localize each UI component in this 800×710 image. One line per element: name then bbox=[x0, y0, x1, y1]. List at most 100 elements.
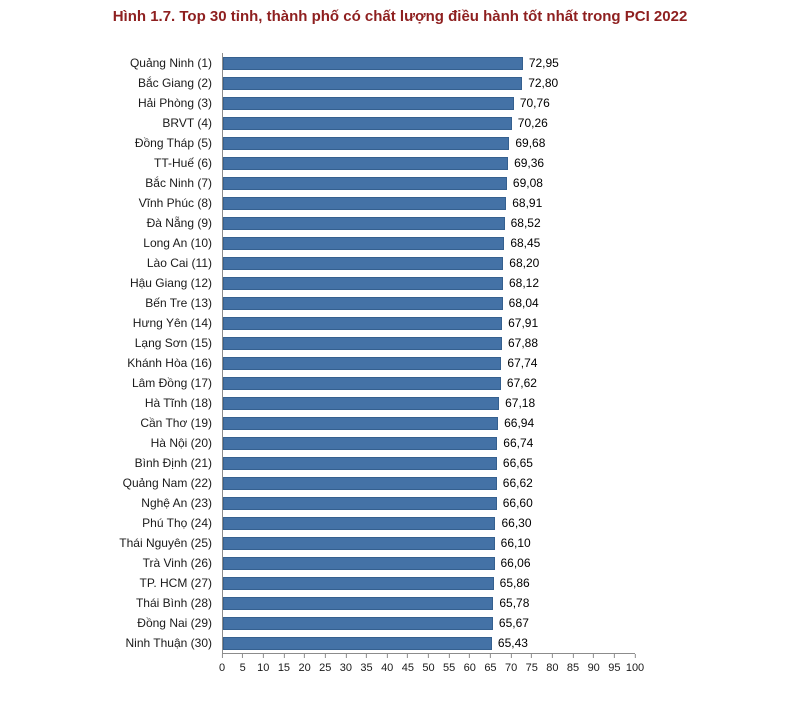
bar bbox=[223, 616, 493, 630]
value-label: 70,76 bbox=[519, 96, 550, 110]
bar bbox=[223, 476, 497, 490]
category-label: Hưng Yên (14) bbox=[132, 316, 212, 330]
value-label: 67,74 bbox=[507, 356, 538, 370]
x-axis-tick: 65 bbox=[484, 654, 497, 674]
tick-label: 40 bbox=[381, 662, 394, 674]
x-axis-tick: 55 bbox=[443, 654, 455, 674]
x-axis-tick: 50 bbox=[422, 654, 435, 674]
value-label: 68,20 bbox=[509, 256, 540, 270]
bar-row: Đồng Tháp (5) 69,68 bbox=[0, 133, 800, 153]
bar-row: Hậu Giang (12) 68,12 bbox=[0, 273, 800, 293]
x-axis-tick: 20 bbox=[298, 654, 311, 674]
bar bbox=[223, 416, 499, 430]
bar-track: 66,06 bbox=[222, 553, 634, 573]
bar-track: 68,45 bbox=[222, 233, 634, 253]
x-axis: 0 5 10 15 20 25 30 35 40 45 50 55 60 65 70 75 80 85 90 95 10… bbox=[218, 653, 644, 683]
tick-label: 0 bbox=[218, 662, 226, 674]
bar-row: Trà Vinh (26) 66,06 bbox=[0, 553, 800, 573]
bar bbox=[223, 456, 497, 470]
bar bbox=[223, 256, 504, 270]
category-label: Lào Cai (11) bbox=[146, 256, 212, 270]
tick-label: 25 bbox=[319, 662, 332, 674]
tick-mark bbox=[613, 654, 615, 658]
tick-label: 100 bbox=[625, 662, 645, 674]
bar-row: Thái Bình (28) 65,78 bbox=[0, 593, 800, 613]
bar bbox=[223, 396, 500, 410]
tick-label: 85 bbox=[566, 662, 580, 674]
category-label: BRVT (4) bbox=[162, 116, 212, 130]
value-label: 68,52 bbox=[510, 216, 541, 230]
category-label: Bắc Ninh (7) bbox=[145, 176, 212, 190]
tick-label: 50 bbox=[422, 662, 435, 674]
bar-row: Quảng Nam (22) 66,62 bbox=[0, 473, 800, 493]
x-axis-tick: 90 bbox=[588, 654, 600, 674]
value-label: 67,88 bbox=[507, 336, 539, 350]
category-label: Lạng Sơn (15) bbox=[134, 336, 212, 350]
value-label: 68,45 bbox=[510, 236, 541, 250]
bar bbox=[223, 296, 503, 310]
value-label: 67,62 bbox=[506, 376, 537, 390]
tick-mark bbox=[262, 654, 264, 658]
tick-mark bbox=[531, 654, 533, 658]
bar bbox=[223, 356, 502, 370]
bar bbox=[223, 216, 505, 230]
bar bbox=[223, 76, 523, 90]
x-axis-tick: 80 bbox=[546, 654, 559, 674]
bar bbox=[223, 156, 509, 170]
bar-row: Nghệ An (23) 66,60 bbox=[0, 493, 800, 513]
category-label: Bến Tre (13) bbox=[145, 296, 212, 310]
x-axis-tick: 25 bbox=[319, 654, 331, 674]
category-label: Quảng Ninh (1) bbox=[129, 56, 212, 70]
bar-row: Hà Nội (20) 66,74 bbox=[0, 433, 800, 453]
category-label: Cần Thơ (19) bbox=[140, 416, 212, 430]
category-label: Đồng Tháp (5) bbox=[134, 136, 212, 150]
bar-chart: Quảng Ninh (1) 72,95 Bắc Giang (2) 72,80 Hải… bbox=[0, 53, 800, 683]
tick-label: 75 bbox=[525, 662, 538, 674]
bar-row: Vĩnh Phúc (8) 68,91 bbox=[0, 193, 800, 213]
tick-label: 70 bbox=[504, 662, 518, 674]
bar bbox=[223, 496, 497, 510]
bar-track: 72,80 bbox=[222, 73, 634, 93]
bar bbox=[223, 556, 495, 570]
bar-track: 68,12 bbox=[222, 273, 634, 293]
x-axis-tick: 15 bbox=[278, 654, 290, 674]
value-label: 66,30 bbox=[501, 516, 532, 530]
bar bbox=[223, 236, 505, 250]
tick-mark bbox=[283, 654, 285, 658]
tick-mark bbox=[242, 654, 244, 658]
bar-row: Khánh Hòa (16) 67,74 bbox=[0, 353, 800, 373]
bar-track: 65,67 bbox=[222, 613, 634, 633]
category-label: Lâm Đồng (17) bbox=[131, 376, 212, 390]
category-label: Đà Nẵng (9) bbox=[146, 216, 212, 230]
category-label: TT-Huế (6) bbox=[153, 156, 212, 170]
value-label: 68,91 bbox=[512, 196, 543, 210]
bar-track: 67,18 bbox=[222, 393, 634, 413]
tick-mark bbox=[572, 654, 574, 658]
value-label: 66,94 bbox=[504, 416, 535, 430]
tick-label: 30 bbox=[339, 662, 353, 674]
x-axis-tick: 40 bbox=[381, 654, 393, 674]
bar-track: 68,04 bbox=[222, 293, 634, 313]
bar-row: Ninh Thuận (30) 65,43 bbox=[0, 633, 800, 653]
bar-row: Lào Cai (11) 68,20 bbox=[0, 253, 800, 273]
value-label: 66,10 bbox=[500, 536, 531, 550]
tick-mark bbox=[469, 654, 471, 658]
tick-label: 35 bbox=[360, 662, 373, 674]
bar-row: Bình Định (21) 66,65 bbox=[0, 453, 800, 473]
bar-row: Lạng Sơn (15) 67,88 bbox=[0, 333, 800, 353]
bar-track: 66,94 bbox=[222, 413, 634, 433]
bar bbox=[223, 376, 501, 390]
tick-mark bbox=[407, 654, 409, 658]
tick-label: 95 bbox=[608, 662, 621, 674]
bar-track: 67,74 bbox=[222, 353, 634, 373]
bar-track: 66,10 bbox=[222, 533, 634, 553]
value-label: 66,60 bbox=[502, 496, 533, 510]
bar-row: TT-Huế (6) 69,36 bbox=[0, 153, 800, 173]
value-label: 66,65 bbox=[502, 456, 533, 470]
value-label: 66,74 bbox=[503, 436, 534, 450]
bar-track: 67,91 bbox=[222, 313, 634, 333]
tick-mark bbox=[489, 654, 491, 658]
tick-mark bbox=[345, 654, 347, 658]
bar-track: 66,74 bbox=[222, 433, 634, 453]
value-label: 68,04 bbox=[508, 296, 539, 310]
